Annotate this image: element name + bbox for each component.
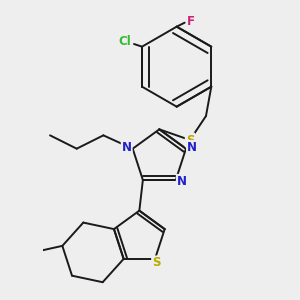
Text: F: F [187, 15, 195, 28]
Text: Cl: Cl [118, 35, 131, 48]
Text: S: S [152, 256, 160, 269]
Text: N: N [187, 141, 197, 154]
Text: S: S [186, 134, 194, 146]
Text: N: N [177, 175, 187, 188]
Text: N: N [122, 141, 132, 154]
